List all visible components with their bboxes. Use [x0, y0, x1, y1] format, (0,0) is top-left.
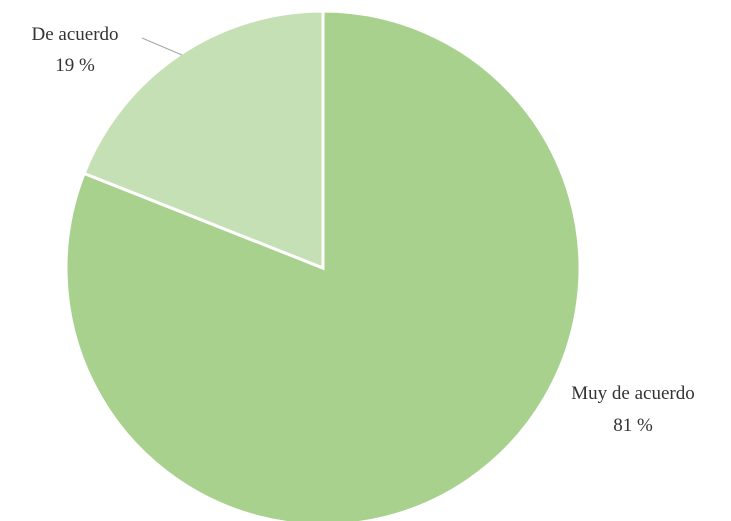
- slice-value-muy-de-acuerdo: 81 %: [613, 415, 653, 436]
- leader-line-de-acuerdo: [141, 37, 183, 56]
- pie-slices: [64, 9, 582, 521]
- slice-label-muy-de-acuerdo: Muy de acuerdo: [571, 383, 694, 404]
- slice-label-de-acuerdo: De acuerdo: [31, 24, 118, 45]
- pie-slice-de-acuerdo: [82, 9, 325, 271]
- slice-value-de-acuerdo: 19 %: [55, 55, 95, 76]
